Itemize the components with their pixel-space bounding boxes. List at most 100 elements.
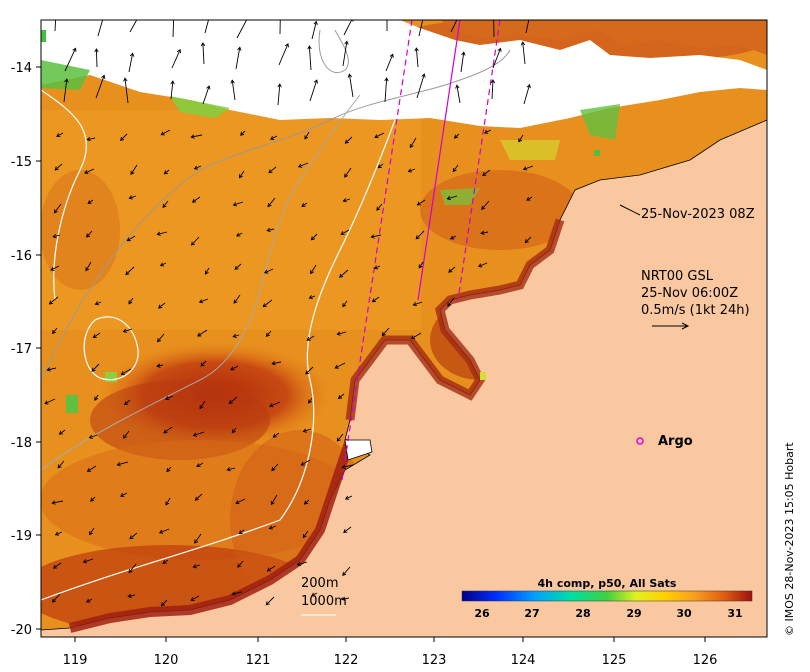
current-arrow <box>345 495 353 500</box>
current-arrowhead <box>266 567 271 572</box>
current-arrow <box>272 361 282 365</box>
current-arrowhead <box>158 529 164 534</box>
current-arrow <box>232 591 243 595</box>
current-arrow <box>230 365 239 371</box>
current-arrowhead <box>230 366 235 371</box>
current-arrowhead <box>303 500 309 505</box>
current-arrow <box>231 427 237 434</box>
current-arrowhead <box>269 403 274 408</box>
current-arrowhead <box>128 300 133 305</box>
current-arrow <box>481 231 489 234</box>
current-arrow <box>190 595 200 601</box>
current-arrow <box>235 47 241 70</box>
current-arrowhead <box>82 559 88 564</box>
lon-tick: 126 <box>693 653 718 668</box>
current-arrowhead <box>192 564 197 569</box>
current-arrowhead <box>164 396 170 401</box>
current-arrowhead <box>177 48 182 54</box>
current-arrow <box>450 20 458 33</box>
current-arrowhead <box>518 138 523 143</box>
current-arrowhead <box>58 430 63 435</box>
current-arrow <box>385 54 394 72</box>
current-arrow <box>165 497 171 506</box>
current-arrow <box>447 195 458 200</box>
current-arrow <box>277 84 281 106</box>
current-arrowhead <box>310 269 315 275</box>
current-arrowhead <box>129 52 135 57</box>
lat-tick: -15 <box>11 155 32 170</box>
contour-1000m-label: 1000m <box>301 594 347 609</box>
current-arrow <box>303 428 312 432</box>
current-arrowhead <box>193 165 199 170</box>
current-arrow <box>306 335 315 341</box>
current-arrowhead <box>342 198 347 203</box>
current-arrowhead <box>308 399 313 404</box>
current-arrow <box>95 301 102 305</box>
current-arrowhead <box>490 79 496 84</box>
current-arrowhead <box>86 136 91 142</box>
current-arrow <box>270 494 278 505</box>
current-arrow <box>199 298 209 303</box>
current-arrow <box>231 80 236 101</box>
current-arrowhead <box>166 467 171 473</box>
credit-text: © IMOS 28-Nov-2023 15:05 Hobart <box>783 442 796 636</box>
current-arrowhead <box>156 231 161 236</box>
current-arrowhead <box>453 134 459 139</box>
current-arrow <box>170 81 174 100</box>
current-arrow <box>130 164 138 175</box>
current-arrowhead <box>160 602 165 607</box>
current-arrow <box>157 231 168 235</box>
current-arrow <box>311 233 318 241</box>
colorbar-tick: 29 <box>626 607 641 620</box>
current-arrow <box>52 593 61 603</box>
current-arrow <box>55 531 63 536</box>
current-arrowhead <box>374 134 379 139</box>
current-arrow <box>235 498 246 504</box>
current-arrow <box>54 20 57 32</box>
current-arrowhead <box>266 227 271 233</box>
current-arrow <box>348 74 354 98</box>
current-arrow <box>191 236 200 246</box>
current-arrowhead <box>458 12 461 15</box>
current-arrowhead <box>344 173 349 178</box>
current-arrowhead <box>72 47 77 52</box>
current-arrow <box>233 294 241 304</box>
current-arrowhead <box>89 531 93 536</box>
current-arrowhead <box>94 396 99 401</box>
current-arrow <box>128 297 134 304</box>
current-arrow <box>124 399 131 405</box>
current-arrowhead <box>421 73 426 78</box>
current-arrow <box>237 560 244 568</box>
current-arrowhead <box>339 273 344 278</box>
current-arrowhead <box>384 77 389 82</box>
current-arrow <box>301 459 311 466</box>
current-arrow <box>172 20 175 38</box>
current-arrowhead <box>267 203 272 208</box>
current-arrow <box>87 137 96 141</box>
current-arrowhead <box>297 163 303 168</box>
current-arrowhead <box>232 202 238 207</box>
current-arrowhead <box>190 134 195 139</box>
current-arrow <box>309 79 318 102</box>
current-arrowhead <box>128 195 133 200</box>
current-arrowhead <box>421 16 425 19</box>
current-arrow <box>164 169 170 175</box>
current-arrow <box>128 594 136 598</box>
current-arrowhead <box>129 535 134 540</box>
current-arrow <box>52 327 58 334</box>
current-arrow <box>340 229 350 235</box>
current-arrowhead <box>418 264 423 269</box>
current-arrowhead <box>130 170 135 175</box>
colorbar-tick: 27 <box>524 607 539 620</box>
current-arrowhead <box>172 15 176 18</box>
current-arrowhead <box>160 131 165 136</box>
current-arrowhead <box>87 200 92 205</box>
current-arrowhead <box>90 497 95 502</box>
current-arrow <box>227 467 236 471</box>
current-arrow <box>95 75 105 99</box>
current-arrow <box>264 268 274 274</box>
current-arrowhead <box>526 196 531 201</box>
current-arrow <box>413 301 423 306</box>
current-arrow <box>194 165 202 170</box>
current-arrowhead <box>94 301 99 306</box>
